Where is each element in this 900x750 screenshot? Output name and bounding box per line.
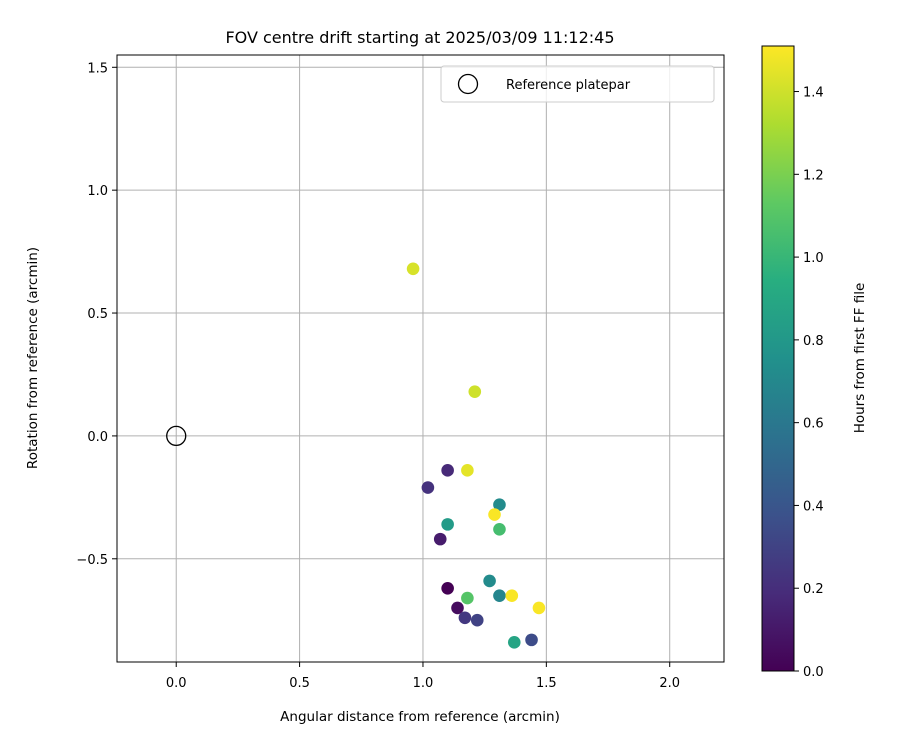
data-point [468,385,482,398]
data-point [461,591,474,605]
data-point [458,611,472,625]
chart-title: FOV centre drift starting at 2025/03/09 … [225,28,614,47]
y-tick-label: 1.0 [87,184,108,199]
data-point [451,601,464,615]
colorbar-tick-label: 1.0 [803,251,824,266]
data-point [505,589,519,602]
data-point [441,581,454,595]
legend-box [440,65,715,103]
data-point [532,601,546,615]
data-point [493,589,506,602]
colorbar: 0.0 0.2 0.4 0.6 0.8 1.0 1.2 1.4 Hours from firs… [761,45,868,680]
colorbar-tick-label: 0.8 [803,334,824,349]
x-tick-label: 0.5 [289,676,310,691]
plot-area: 0.0 0.5 1.0 1.5 2.0 −0.5 0.0 0.5 1.0 1.5 [76,54,725,691]
data-point [441,464,454,477]
data-point [493,522,506,536]
x-tick-label: 1.5 [536,676,557,691]
data-point [461,464,474,477]
x-axis-label: Angular distance from reference (arcmin) [280,709,560,725]
x-tick-label: 1.0 [413,676,434,691]
x-tick-label: 2.0 [659,676,680,691]
data-points [406,262,546,649]
colorbar-tick-label: 1.4 [803,86,824,101]
data-point [421,481,435,494]
y-tick-label: 1.5 [87,61,108,76]
legend: Reference platepar [440,65,715,103]
data-point [507,636,521,649]
data-point [493,498,506,512]
y-axis-ticks: −0.5 0.0 0.5 1.0 1.5 [76,61,117,568]
plot-background [117,55,724,662]
colorbar-tick-label: 1.2 [803,168,824,183]
x-tick-label: 0.0 [166,676,187,691]
colorbar-tick-label: 0.6 [803,417,824,432]
plot-frame [116,54,725,663]
y-tick-label: −0.5 [76,553,108,568]
data-point [525,633,538,647]
colorbar-tick-label: 0.0 [803,665,824,680]
data-point [433,532,447,546]
reference-marker-group [166,425,187,447]
colorbar-tick-label: 0.2 [803,582,824,597]
legend-marker-icon [457,73,479,95]
colorbar-label: Hours from first FF file [852,283,868,434]
data-point [441,518,454,531]
x-axis-ticks: 0.0 0.5 1.0 1.5 2.0 [166,662,680,691]
y-tick-label: 0.0 [87,430,108,445]
y-tick-label: 0.5 [87,307,108,322]
data-point [406,262,420,276]
reference-marker [166,425,187,447]
colorbar-ticks: 0.0 0.2 0.4 0.6 0.8 1.0 1.2 1.4 [794,86,824,680]
colorbar-tick-label: 0.4 [803,499,824,514]
legend-label: Reference platepar [506,78,631,93]
data-point [470,613,484,627]
y-axis-label: Rotation from reference (arcmin) [25,247,41,469]
data-point [483,574,496,588]
data-point [488,508,501,521]
colorbar-gradient [761,45,795,672]
